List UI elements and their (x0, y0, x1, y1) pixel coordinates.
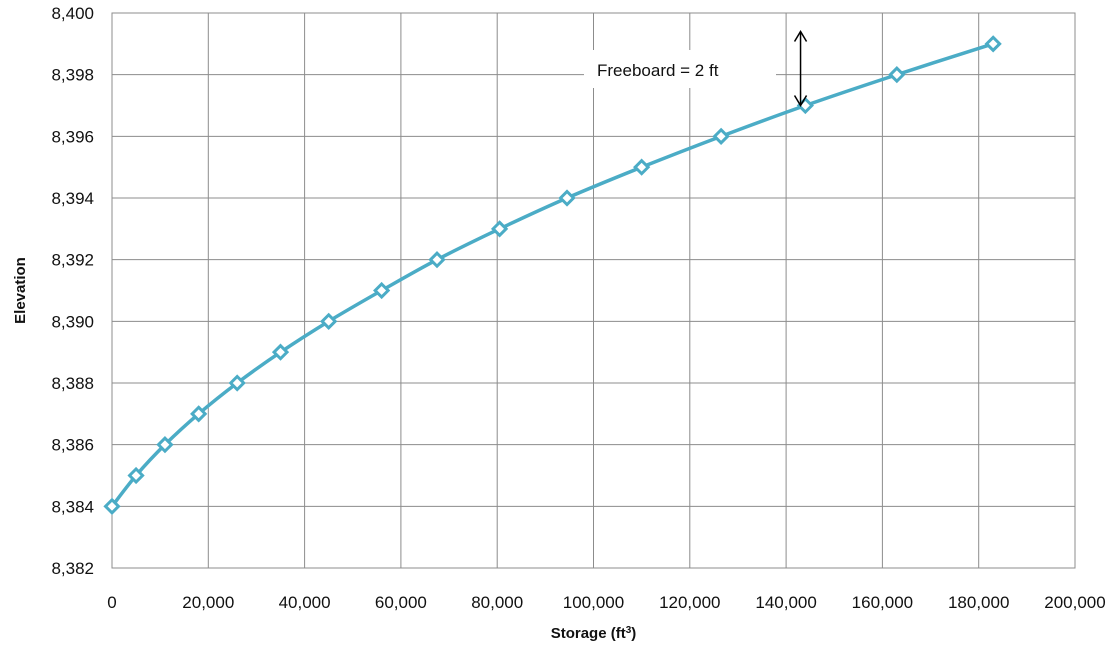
y-tick-label: 8,396 (51, 127, 94, 146)
y-tick-label: 8,382 (51, 559, 94, 578)
x-tick-label: 200,000 (1044, 593, 1105, 612)
x-tick-label: 60,000 (375, 593, 427, 612)
y-axis-title: Elevation (12, 257, 29, 324)
x-tick-label: 80,000 (471, 593, 523, 612)
y-tick-label: 8,398 (51, 66, 94, 85)
data-point-marker (228, 374, 246, 392)
x-axis-title-main: Storage (ft (551, 625, 626, 642)
data-point-marker (428, 251, 446, 269)
x-tick-label: 120,000 (659, 593, 720, 612)
x-tick-label: 40,000 (279, 593, 331, 612)
series-line (110, 42, 994, 508)
data-point-marker (490, 220, 509, 238)
y-tick-label: 8,400 (51, 4, 94, 23)
freeboard-annotation: Freeboard = 2 ft (584, 30, 808, 107)
annotation-label: Freeboard = 2 ft (597, 61, 719, 80)
x-tick-label: 140,000 (755, 593, 816, 612)
y-axis-tick-labels: 8,382 8,384 8,386 8,388 8,390 8,392 8,394 8,396… (51, 4, 94, 578)
data-point-marker (156, 436, 174, 454)
data-point-marker (271, 343, 290, 361)
x-tick-label: 160,000 (852, 593, 913, 612)
annotation-background (584, 50, 776, 88)
data-point-marker (320, 312, 338, 330)
data-point-marker (373, 281, 391, 300)
x-tick-label: 0 (107, 593, 116, 612)
data-point-marker (633, 158, 651, 176)
arrowhead-up-icon (793, 30, 808, 42)
y-tick-label: 8,392 (51, 251, 94, 270)
data-point-marker (984, 35, 1002, 53)
plot-area-frame (111, 12, 1076, 569)
data-point-marker (888, 66, 906, 84)
x-axis-tick-labels: 0 20,000 40,000 60,000 80,000 100,000 120,000 1… (107, 593, 1105, 612)
data-point-marker (127, 466, 145, 485)
data-point-marker (558, 189, 576, 207)
data-point-marker (103, 497, 121, 515)
x-axis-title: Storage (ft3) (551, 625, 637, 643)
data-point-marker (190, 405, 208, 423)
x-tick-label: 180,000 (948, 593, 1009, 612)
y-tick-label: 8,394 (51, 189, 94, 208)
arrowhead-down-icon (793, 95, 808, 107)
x-tick-label: 20,000 (182, 593, 234, 612)
y-tick-label: 8,384 (51, 497, 94, 516)
data-point-marker (712, 127, 730, 145)
x-axis-title-superscript: 3 (626, 625, 632, 636)
y-tick-label: 8,390 (51, 312, 94, 331)
grid-lines (111, 12, 1076, 569)
x-axis-title-suffix: ) (631, 625, 636, 642)
series-markers (103, 35, 1002, 515)
y-tick-label: 8,386 (51, 436, 94, 455)
x-tick-label: 100,000 (563, 593, 624, 612)
y-tick-label: 8,388 (51, 374, 94, 393)
